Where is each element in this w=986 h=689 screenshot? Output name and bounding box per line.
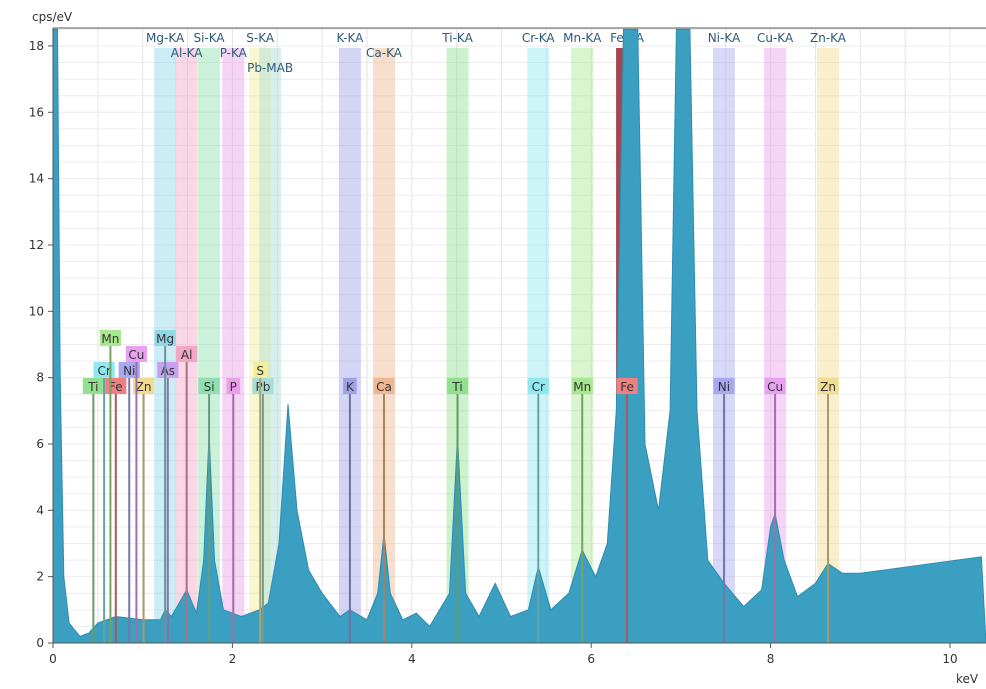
marker-label: Ni bbox=[123, 364, 135, 378]
marker-label: Cr bbox=[97, 364, 110, 378]
marker-label-box bbox=[373, 378, 395, 394]
marker-label: Cu bbox=[767, 380, 783, 394]
element-line-label: Cu-KA bbox=[757, 31, 794, 45]
y-tick-label: 8 bbox=[36, 371, 44, 385]
marker-label: Al bbox=[181, 348, 193, 362]
marker-label-box bbox=[226, 378, 241, 394]
element-band bbox=[198, 48, 221, 643]
element-band bbox=[175, 48, 198, 643]
marker-label-box bbox=[99, 330, 122, 346]
x-tick-label: 2 bbox=[229, 652, 237, 666]
marker-label: Ti bbox=[451, 380, 462, 394]
element-line-label: Si-KA bbox=[193, 31, 225, 45]
element-line-label: Mn-KA bbox=[563, 31, 602, 45]
marker-label-box bbox=[817, 378, 839, 394]
element-line-label: Ti-KA bbox=[441, 31, 473, 45]
marker-label-box bbox=[154, 330, 176, 346]
marker-label-box bbox=[616, 378, 638, 394]
marker-label-box bbox=[764, 378, 786, 394]
marker-label-box bbox=[82, 378, 104, 394]
marker-label: Ti bbox=[87, 380, 98, 394]
y-tick-label: 4 bbox=[36, 503, 44, 517]
x-tick-label: 4 bbox=[408, 652, 416, 666]
x-tick-label: 8 bbox=[767, 652, 775, 666]
y-tick-label: 0 bbox=[36, 636, 44, 650]
marker-label-box bbox=[125, 346, 148, 362]
marker-label: Ca bbox=[376, 380, 392, 394]
x-axis-label: keV bbox=[956, 672, 979, 686]
element-line-label: K-KA bbox=[337, 31, 365, 45]
element-line-label: Mg-KA bbox=[146, 31, 185, 45]
element-band bbox=[527, 48, 550, 643]
element-band bbox=[571, 48, 594, 643]
marker-label-box bbox=[713, 378, 735, 394]
element-band bbox=[712, 48, 735, 643]
marker-label-box bbox=[132, 378, 155, 394]
element-band bbox=[372, 48, 395, 643]
element-line-label: Ca-KA bbox=[366, 46, 403, 60]
y-tick-label: 6 bbox=[36, 437, 44, 451]
marker-label: Si bbox=[204, 380, 215, 394]
marker-label: S bbox=[256, 364, 264, 378]
element-band bbox=[249, 48, 272, 643]
marker-label: Mg bbox=[156, 332, 174, 346]
marker-label: Mn bbox=[573, 380, 591, 394]
y-axis-label: cps/eV bbox=[32, 10, 73, 24]
marker-label: P bbox=[230, 380, 237, 394]
marker-label: As bbox=[161, 364, 175, 378]
marker-label-box bbox=[446, 378, 469, 394]
marker-label: K bbox=[346, 380, 355, 394]
marker-label-box bbox=[527, 378, 549, 394]
marker-label: Fe bbox=[620, 380, 634, 394]
x-tick-label: 0 bbox=[49, 652, 57, 666]
marker-label-box bbox=[252, 378, 274, 394]
element-line-label: Ni-KA bbox=[708, 31, 741, 45]
axes: 0 2 4 6 8 10 12 14 16 18 0 2 4 6 8 10 bbox=[29, 27, 986, 666]
marker-label-box bbox=[343, 378, 357, 394]
element-band bbox=[446, 48, 469, 643]
marker-label-box bbox=[253, 362, 268, 378]
marker-label-box bbox=[118, 362, 140, 378]
element-line-label: Pb-MAB bbox=[247, 61, 293, 75]
marker-label: Zn bbox=[820, 380, 836, 394]
element-band bbox=[222, 48, 245, 643]
marker-label: Cu bbox=[128, 348, 144, 362]
marker-label: Cr bbox=[532, 380, 545, 394]
spectrum-area bbox=[52, 28, 986, 644]
marker-label: Pb bbox=[255, 380, 270, 394]
y-tick-label: 10 bbox=[29, 304, 44, 318]
element-band bbox=[817, 48, 840, 643]
marker-label: Mn bbox=[101, 332, 119, 346]
element-line-label: Cr-KA bbox=[522, 31, 556, 45]
y-tick-label: 16 bbox=[29, 105, 44, 119]
y-tick-label: 18 bbox=[29, 39, 44, 53]
element-band bbox=[259, 48, 282, 643]
marker-label: Zn bbox=[136, 380, 152, 394]
marker-label-box bbox=[157, 362, 179, 378]
element-line-label: P-KA bbox=[220, 46, 248, 60]
marker-label-box bbox=[571, 378, 593, 394]
marker-label-box bbox=[198, 378, 220, 394]
y-tick-label: 12 bbox=[29, 238, 44, 252]
marker-label: Ni bbox=[718, 380, 730, 394]
y-tick-label: 14 bbox=[29, 172, 44, 186]
element-band bbox=[338, 48, 361, 643]
element-line-label: Al-KA bbox=[171, 46, 204, 60]
spectrum bbox=[52, 28, 986, 644]
element-line-label: Zn-KA bbox=[810, 31, 847, 45]
y-tick-label: 2 bbox=[36, 570, 44, 584]
marker-label-box bbox=[176, 346, 198, 362]
element-line-label: S-KA bbox=[246, 31, 275, 45]
x-tick-label: 10 bbox=[942, 652, 957, 666]
element-band bbox=[764, 48, 787, 643]
x-tick-label: 6 bbox=[587, 652, 595, 666]
marker-label: Fe bbox=[109, 380, 123, 394]
